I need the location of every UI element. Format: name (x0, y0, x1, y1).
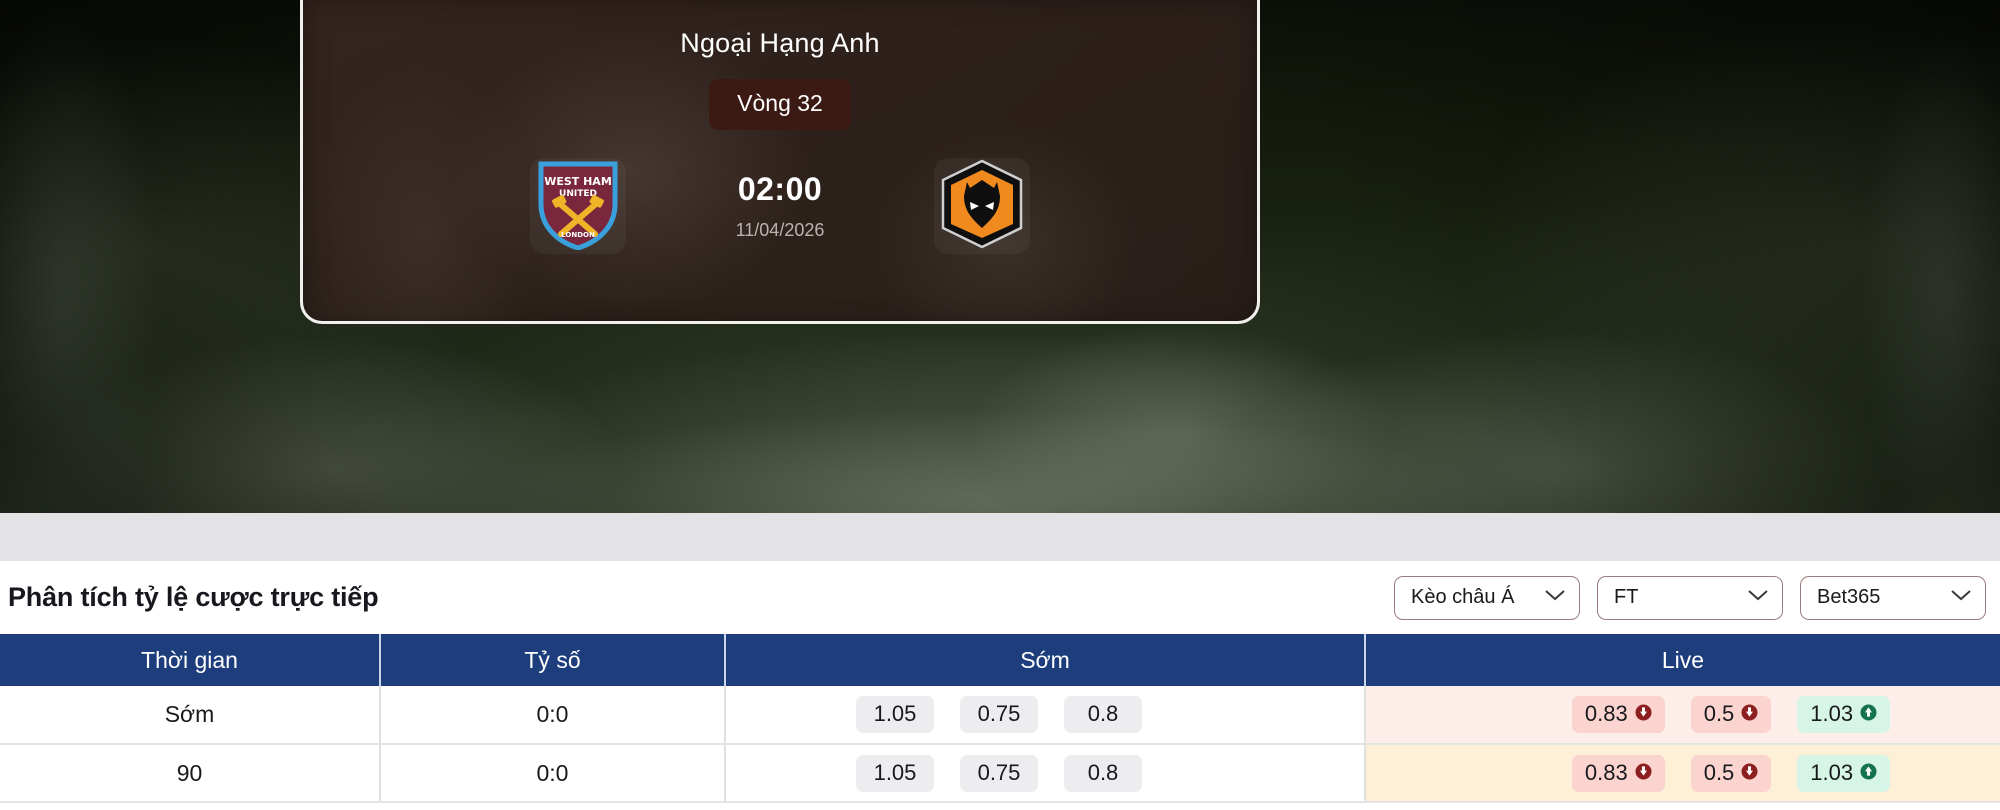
svg-text:UNITED: UNITED (559, 189, 597, 199)
live-odds-group: 0.83 0.5 (1366, 696, 2000, 733)
bookmaker-select-value: Bet365 (1817, 586, 1881, 608)
table-header-row: Thời gian Tỷ số Sớm Live (0, 634, 2000, 686)
odds-value: 0.8 (1087, 701, 1119, 726)
cell-score: 0:0 (380, 744, 726, 803)
odds-chip[interactable]: 0.83 (1571, 754, 1665, 792)
odds-value: 0.83 (1584, 701, 1628, 726)
arrow-down-circle-icon (1741, 703, 1758, 725)
period-select[interactable]: FT (1597, 575, 1783, 620)
kickoff-time: 02:00 (737, 171, 823, 207)
odds-chip[interactable]: 1.05 (856, 696, 934, 733)
odds-value: 0.75 (977, 701, 1021, 726)
odds-analysis-toolbar: Phân tích tỷ lệ cược trực tiếp Kèo châu … (0, 561, 2000, 634)
market-type-select-value: Kèo châu Á (1411, 586, 1515, 608)
table-row[interactable]: Sớm 0:0 1.05 0.75 0.8 (0, 686, 2000, 745)
column-header-score[interactable]: Tỷ số (380, 634, 726, 686)
odds-value: 1.05 (873, 759, 917, 785)
kickoff-info: 02:00 11/04/2026 (680, 173, 880, 239)
market-type-select[interactable]: Kèo châu Á (1394, 575, 1580, 620)
arrow-down-circle-icon (1741, 762, 1758, 784)
odds-value: 0.5 (1703, 759, 1735, 785)
cell-time: 90 (0, 744, 381, 803)
odds-value: 0.83 (1584, 759, 1628, 785)
round-badge: Vòng 32 (709, 79, 851, 130)
odds-chip[interactable]: 0.8 (1064, 754, 1142, 792)
early-odds-group: 1.05 0.75 0.8 (726, 696, 1364, 733)
match-summary-card[interactable]: Ngoại Hạng Anh Vòng 32 WEST HAM UNITED (300, 0, 1260, 324)
odds-chip[interactable]: 0.83 (1571, 696, 1665, 733)
arrow-down-circle-icon (1635, 762, 1652, 784)
odds-value: 1.03 (1810, 759, 1854, 785)
match-hero-banner: Ngoại Hạng Anh Vòng 32 WEST HAM UNITED (0, 0, 2000, 513)
arrow-up-circle-icon (1860, 762, 1877, 784)
live-odds-table: Thời gian Tỷ số Sớm Live Sớm 0:0 1.05 0.… (0, 634, 2000, 803)
odds-value: 0.5 (1703, 701, 1735, 726)
kickoff-date: 11/04/2026 (735, 220, 825, 240)
chevron-down-icon (1747, 588, 1769, 607)
cell-score: 0:0 (380, 686, 726, 745)
column-header-live[interactable]: Live (1365, 634, 2000, 686)
round-badge-container: Vòng 32 (303, 79, 1257, 130)
odds-chip[interactable]: 0.5 (1690, 754, 1772, 792)
live-odds-group: 0.83 0.5 (1366, 754, 2000, 792)
early-odds-group: 1.05 0.75 0.8 (726, 754, 1364, 792)
svg-text:WEST HAM: WEST HAM (544, 175, 612, 188)
svg-text:LONDON: LONDON (561, 231, 595, 239)
arrow-up-circle-icon (1860, 703, 1877, 725)
away-team-badge-tile[interactable] (934, 158, 1030, 254)
table-row[interactable]: 90 0:0 1.05 0.75 0.8 (0, 744, 2000, 803)
cell-early-odds: 1.05 0.75 0.8 (725, 744, 1366, 803)
league-name: Ngoại Hạng Anh (680, 28, 880, 58)
page-title: Phân tích tỷ lệ cược trực tiếp (8, 582, 379, 612)
chevron-down-icon (1950, 588, 1972, 607)
odds-chip[interactable]: 0.8 (1064, 696, 1142, 733)
period-select-value: FT (1614, 586, 1639, 608)
cell-early-odds: 1.05 0.75 0.8 (725, 686, 1366, 745)
cell-time: Sớm (0, 686, 381, 745)
odds-chip[interactable]: 1.03 (1797, 754, 1891, 792)
teams-and-kickoff-row: WEST HAM UNITED LONDON 02:00 11/04/2 (303, 158, 1257, 254)
wolves-badge-icon (937, 158, 1027, 255)
odds-chip[interactable]: 0.75 (960, 696, 1038, 733)
cell-live-odds: 0.83 0.5 (1365, 686, 2000, 745)
chevron-down-icon (1544, 588, 1566, 607)
column-header-time[interactable]: Thời gian (0, 634, 381, 686)
column-header-early[interactable]: Sớm (725, 634, 1366, 686)
odds-value: 1.03 (1810, 701, 1854, 726)
odds-value: 0.8 (1087, 759, 1119, 785)
home-team-badge-tile[interactable]: WEST HAM UNITED LONDON (530, 158, 626, 254)
section-separator-band (0, 513, 2000, 561)
west-ham-badge-icon: WEST HAM UNITED LONDON (535, 158, 621, 255)
cell-live-odds: 0.83 0.5 (1365, 744, 2000, 803)
odds-chip[interactable]: 1.05 (856, 754, 934, 792)
odds-chip[interactable]: 0.5 (1690, 696, 1772, 733)
bookmaker-select[interactable]: Bet365 (1800, 575, 1986, 620)
arrow-down-circle-icon (1635, 703, 1652, 725)
filters-group: Kèo châu Á FT Bet365 (1394, 575, 1986, 620)
odds-value: 1.05 (873, 701, 917, 726)
odds-chip[interactable]: 1.03 (1797, 696, 1891, 733)
odds-value: 0.75 (977, 759, 1021, 785)
odds-chip[interactable]: 0.75 (960, 754, 1038, 792)
